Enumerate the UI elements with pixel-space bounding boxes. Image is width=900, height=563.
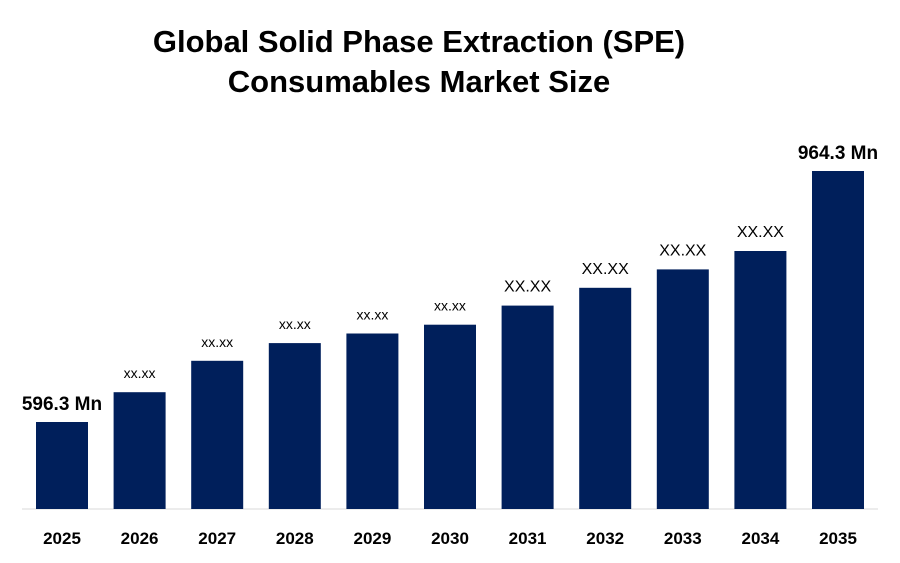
x-tick-label-2033: 2033 bbox=[664, 529, 702, 548]
x-tick-label-2025: 2025 bbox=[43, 529, 81, 548]
x-tick-label-2026: 2026 bbox=[121, 529, 159, 548]
bar-2028 bbox=[268, 343, 321, 509]
value-label-2032: XX.XX bbox=[582, 261, 629, 278]
x-tick-label-2028: 2028 bbox=[276, 529, 314, 548]
bar-2035 bbox=[812, 171, 864, 509]
bar-2032 bbox=[579, 287, 632, 509]
value-label-2025: 596.3 Mn bbox=[22, 394, 102, 415]
value-label-2031: XX.XX bbox=[504, 279, 551, 296]
x-tick-label-2029: 2029 bbox=[353, 529, 391, 548]
value-label-2034: XX.XX bbox=[737, 224, 784, 241]
bar-2027 bbox=[191, 360, 244, 509]
x-tick-label-2034: 2034 bbox=[741, 529, 779, 548]
x-tick-label-2032: 2032 bbox=[586, 529, 624, 548]
x-tick-label-2035: 2035 bbox=[819, 529, 857, 548]
chart-title: Global Solid Phase Extraction (SPE) Cons… bbox=[0, 22, 838, 102]
bar-2031 bbox=[501, 305, 554, 509]
bar-2026 bbox=[113, 392, 166, 509]
chart-title-line-1: Global Solid Phase Extraction (SPE) bbox=[152, 24, 686, 59]
x-tick-label-2027: 2027 bbox=[198, 529, 236, 548]
value-label-2027: xx.xx bbox=[201, 334, 233, 350]
value-label-2029: xx.xx bbox=[356, 307, 388, 323]
value-label-2026: xx.xx bbox=[124, 365, 156, 381]
chart-title-line-2: Consumables Market Size bbox=[227, 64, 611, 99]
value-label-2028: xx.xx bbox=[279, 316, 311, 332]
value-label-2030: xx.xx bbox=[434, 298, 466, 314]
bar-2029 bbox=[346, 333, 399, 509]
bar-2034 bbox=[734, 251, 787, 509]
x-tick-label-2031: 2031 bbox=[509, 529, 547, 548]
value-label-2035: 964.3 Mn bbox=[798, 143, 878, 164]
x-tick-label-2030: 2030 bbox=[431, 529, 469, 548]
bar-2030 bbox=[424, 324, 476, 509]
value-label-2033: XX.XX bbox=[659, 242, 706, 259]
bar-2025 bbox=[36, 422, 88, 509]
bar-2033 bbox=[656, 269, 709, 509]
